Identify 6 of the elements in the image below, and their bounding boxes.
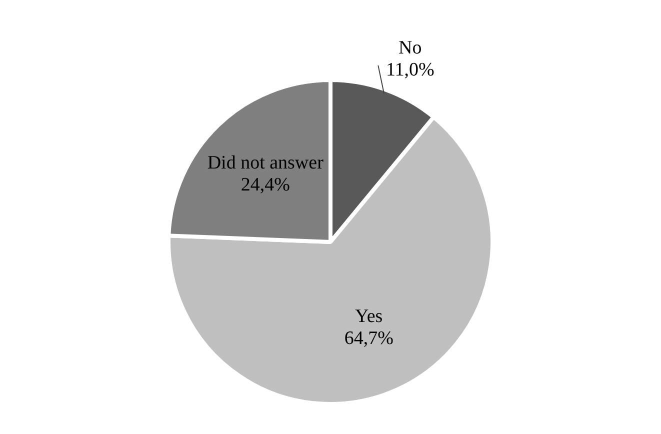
data-label: 64,7% xyxy=(344,328,394,349)
slice-label: Yes xyxy=(355,306,383,327)
data-label: 24,4% xyxy=(240,174,290,196)
slice-label: No xyxy=(398,37,422,58)
data-label: 11,0% xyxy=(386,59,435,80)
slice-label: Did not answer xyxy=(207,152,324,174)
